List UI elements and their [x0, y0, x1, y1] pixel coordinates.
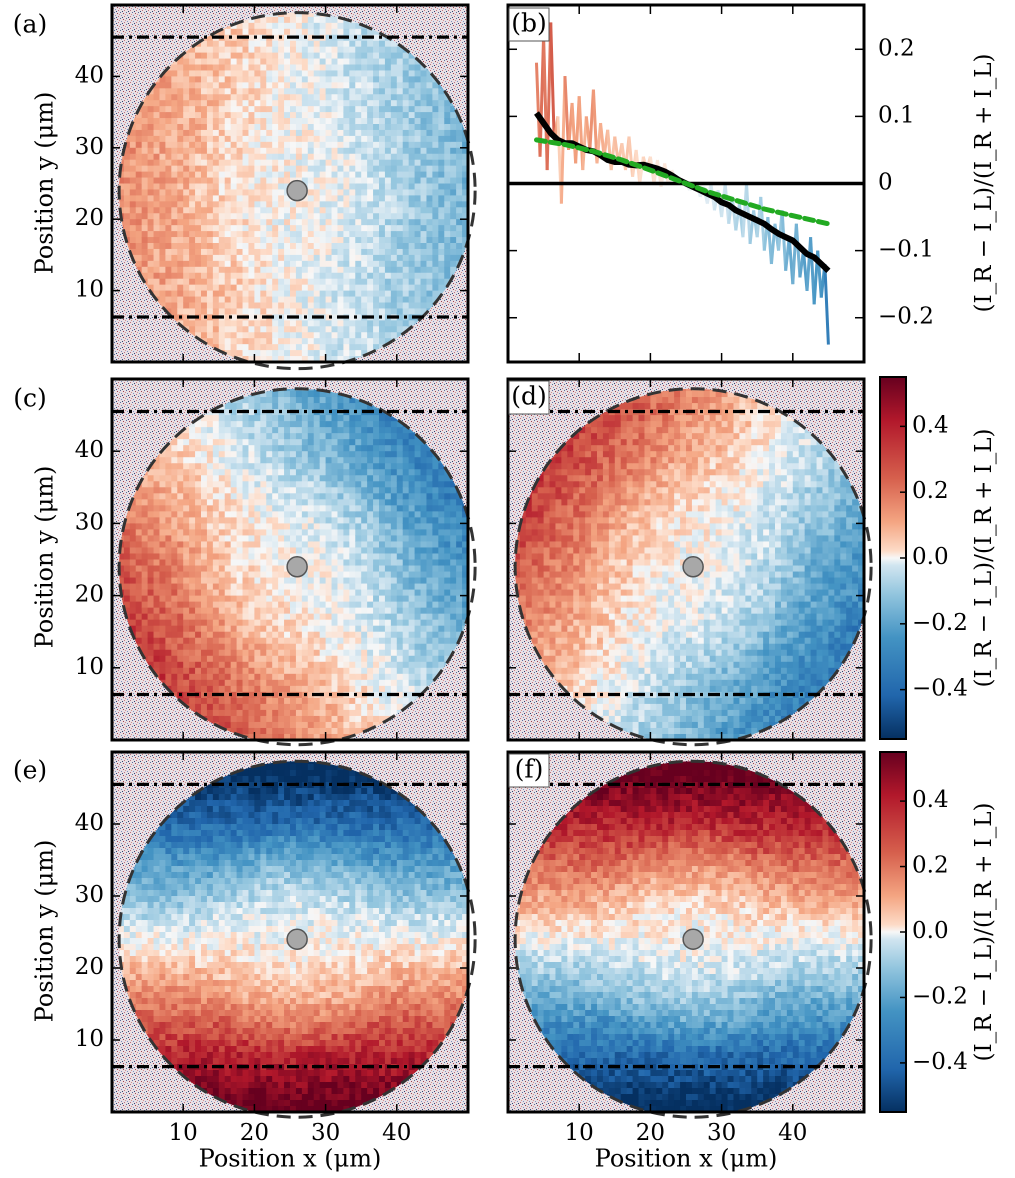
- heatmap-panel-3: [506, 377, 873, 747]
- panel-frame: [506, 750, 866, 1114]
- ytick-label: 40: [75, 437, 104, 463]
- raw-segment: [638, 156, 645, 184]
- raw-segment: [823, 263, 830, 345]
- aperture-circle: [513, 759, 873, 1119]
- colorbar-tick-label: 0.2: [912, 478, 949, 504]
- colorbar-tick-label: −0.4: [912, 676, 968, 702]
- panel-label-box: [508, 753, 550, 788]
- center-marker: [286, 179, 308, 202]
- panel-frame: [110, 750, 470, 1114]
- colorbar-label: (I_R − I_L)/(I_R + I_L): [971, 429, 997, 688]
- line-panel-1: 0.2 0.1 0 −0.1 −0.2: [506, 3, 934, 364]
- center-marker: [286, 928, 308, 950]
- speckle-field: [515, 761, 865, 1113]
- xtick-label: 20: [240, 1120, 269, 1146]
- panel-frame: [110, 3, 470, 364]
- heatmap-panel-5: 10 20 30 40: [506, 750, 873, 1146]
- ytick-label: −0.1: [878, 237, 934, 263]
- plot-area: [508, 22, 864, 345]
- colorbar-tick-label: 0.4: [912, 787, 949, 813]
- y-axis-label: Position y (μm): [31, 840, 59, 1023]
- panel-label: (d): [511, 382, 547, 411]
- panel-label: (c): [13, 384, 47, 413]
- colorbar-label: (I_R − I_L)/(I_R + I_L): [971, 803, 997, 1062]
- y-axis-label: Position y (μm): [31, 466, 59, 649]
- heatmap-panel-0: 10 20 30 40: [75, 3, 477, 371]
- ytick-label: 30: [75, 509, 104, 535]
- ytick-label: 40: [75, 810, 104, 836]
- colorbar-tick-label: 0.4: [912, 412, 949, 438]
- ytick-label: −0.2: [878, 304, 934, 330]
- center-marker: [286, 555, 308, 578]
- panel-label: (f): [515, 755, 544, 784]
- aperture-circle: [117, 387, 477, 747]
- ytick-label: 10: [75, 654, 104, 680]
- ytick-label: 30: [75, 134, 104, 160]
- xtick-label: 30: [311, 1120, 340, 1146]
- panel-b-ylabel: (I_R − I_L)/(I_R + I_L): [971, 54, 997, 313]
- panel-frame: [506, 377, 866, 742]
- ytick-label: 0.1: [878, 102, 915, 128]
- aperture-circle: [117, 11, 477, 371]
- ytick-label: 10: [75, 277, 104, 303]
- colorbar-1: 0.4 0.2 0.0 −0.2 −0.4(I_R − I_L)/(I_R + I_L): [879, 751, 997, 1113]
- ytick-label: 10: [75, 1026, 104, 1052]
- ytick-label: 0.2: [878, 35, 915, 61]
- raw-segment: [794, 223, 802, 278]
- panel-label: (e): [13, 756, 47, 785]
- xtick-label: 40: [778, 1120, 807, 1146]
- y-axis-label: Position y (μm): [31, 92, 59, 275]
- xtick-label: 30: [707, 1120, 736, 1146]
- x-axis-label-left: Position x (μm): [199, 1145, 382, 1173]
- ytick-label: 20: [75, 205, 104, 231]
- heatmap-panel-4: 10 20 30 40 10 20 30 40: [75, 750, 477, 1146]
- raw-segment: [780, 210, 788, 271]
- xtick-label: 20: [636, 1120, 665, 1146]
- colorbar-tick-label: −0.4: [912, 1049, 968, 1075]
- speckle-field: [119, 761, 469, 1113]
- aperture-circle: [513, 387, 873, 747]
- center-marker: [682, 555, 704, 578]
- panel-label: (b): [511, 9, 547, 38]
- ytick-label: 30: [75, 882, 104, 908]
- panel-frame: [110, 377, 470, 742]
- x-axis-label-right: Position x (μm): [595, 1145, 778, 1173]
- colorbar-tick-label: 0.0: [912, 544, 949, 570]
- colorbar-tick-label: 0.2: [912, 853, 949, 879]
- panel-label-box: [508, 380, 550, 415]
- xtick-label: 10: [565, 1120, 594, 1146]
- panel-label: (a): [13, 10, 47, 39]
- raw-segment: [563, 76, 571, 151]
- center-marker: [682, 928, 704, 950]
- raw-segment: [581, 116, 588, 171]
- heatmap-panel-2: 10 20 30 40: [75, 377, 477, 747]
- ytick-label: 40: [75, 62, 104, 88]
- ytick-label: 20: [75, 582, 104, 608]
- ytick-label: 20: [75, 954, 104, 980]
- colorbar-tick-label: 0.0: [912, 918, 949, 944]
- xtick-label: 10: [169, 1120, 198, 1146]
- panel-label-box: [508, 7, 550, 42]
- raw-segment: [549, 22, 556, 144]
- aperture-circle: [117, 759, 477, 1119]
- series-fit-line: [534, 137, 831, 227]
- ytick-label: 0: [878, 170, 893, 196]
- xtick-label: 40: [382, 1120, 411, 1146]
- colorbar-tick-label: −0.2: [912, 610, 968, 636]
- colorbar-0: 0.4 0.2 0.0 −0.2 −0.4(I_R − I_L)/(I_R + I_L): [879, 376, 997, 740]
- colorbar-tick-label: −0.2: [912, 983, 968, 1009]
